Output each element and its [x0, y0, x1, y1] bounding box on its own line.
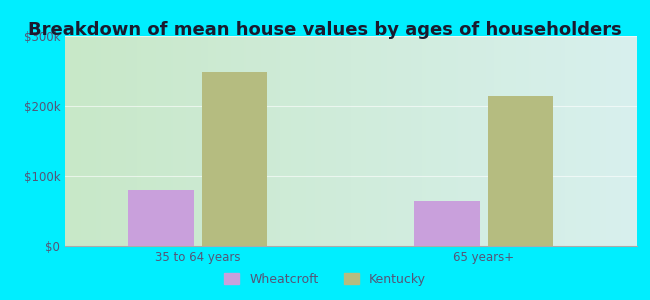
- Bar: [202, 72, 267, 246]
- Text: Breakdown of mean house values by ages of householders: Breakdown of mean house values by ages o…: [28, 21, 622, 39]
- Legend: Wheatcroft, Kentucky: Wheatcroft, Kentucky: [220, 268, 430, 291]
- Bar: [488, 95, 553, 246]
- Bar: [414, 200, 480, 246]
- Bar: [128, 190, 194, 246]
